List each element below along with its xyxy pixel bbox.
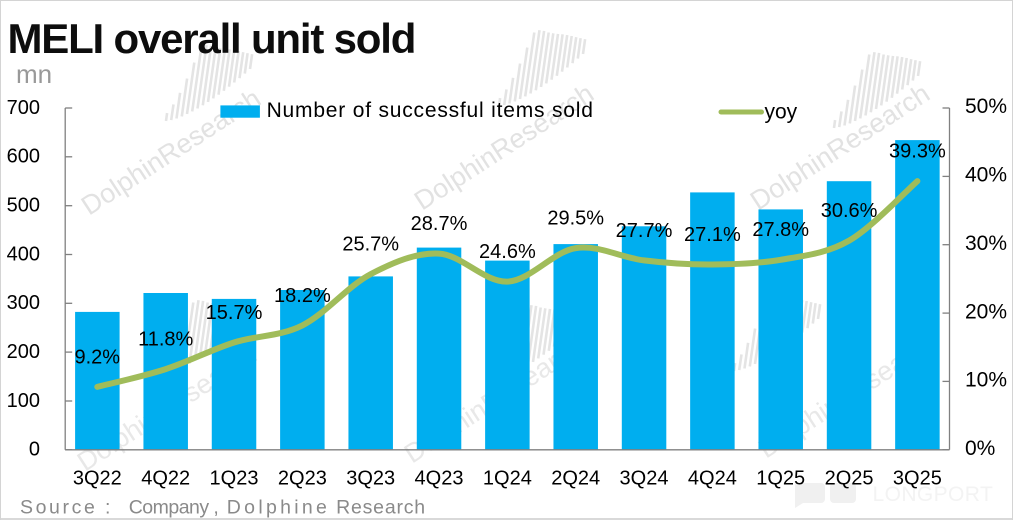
svg-text:Source: Source [20, 497, 97, 519]
svg-text:28.7%: 28.7% [411, 213, 468, 235]
svg-text:27.1%: 27.1% [684, 224, 741, 246]
svg-text:1Q25: 1Q25 [756, 467, 805, 489]
svg-text:3Q22: 3Q22 [73, 467, 122, 489]
svg-text:4Q22: 4Q22 [141, 467, 190, 489]
svg-text:30%: 30% [965, 232, 1007, 255]
svg-text:27.7%: 27.7% [616, 220, 673, 242]
svg-text:300: 300 [7, 292, 40, 314]
svg-text:400: 400 [7, 243, 40, 265]
svg-text:15.7%: 15.7% [206, 302, 263, 324]
svg-text:1Q23: 1Q23 [210, 467, 259, 489]
svg-text:yoy: yoy [765, 100, 798, 123]
svg-text:20%: 20% [965, 300, 1007, 323]
svg-text:DolphinResearch: DolphinResearch [76, 83, 266, 221]
svg-text:3Q24: 3Q24 [620, 467, 669, 489]
svg-text:50%: 50% [965, 95, 1007, 118]
svg-text:,: , [213, 497, 218, 519]
svg-text:Company: Company [129, 497, 210, 519]
svg-text:4Q24: 4Q24 [688, 467, 737, 489]
svg-text:30.6%: 30.6% [821, 200, 878, 222]
svg-text:3Q25: 3Q25 [893, 467, 942, 489]
svg-text:Research: Research [336, 497, 426, 519]
svg-text:11.8%: 11.8% [138, 329, 193, 351]
svg-text:39.3%: 39.3% [889, 141, 946, 163]
svg-text:LONGPORT: LONGPORT [873, 483, 994, 506]
svg-text:Number of successful items sol: Number of successful items sold [267, 99, 594, 122]
svg-text:2Q23: 2Q23 [278, 467, 327, 489]
svg-text:100: 100 [7, 390, 40, 412]
svg-text:2Q25: 2Q25 [825, 467, 874, 489]
svg-text:9.2%: 9.2% [75, 346, 121, 368]
svg-text:600: 600 [7, 146, 40, 168]
svg-text:mn: mn [16, 59, 52, 89]
svg-text:200: 200 [7, 341, 40, 363]
svg-text:2Q24: 2Q24 [551, 467, 600, 489]
svg-text:29.5%: 29.5% [547, 208, 604, 230]
svg-text:27.8%: 27.8% [752, 219, 809, 241]
svg-text:10%: 10% [965, 369, 1007, 392]
svg-text:1Q24: 1Q24 [483, 467, 532, 489]
svg-text:40%: 40% [965, 164, 1007, 187]
svg-text:25.7%: 25.7% [342, 234, 399, 256]
svg-text:500: 500 [7, 195, 40, 217]
svg-text:MELI overall unit sold: MELI overall unit sold [8, 15, 416, 62]
svg-text:18.2%: 18.2% [274, 285, 331, 307]
svg-text:3Q23: 3Q23 [346, 467, 395, 489]
svg-text:0: 0 [29, 439, 40, 461]
svg-text:0%: 0% [965, 437, 995, 460]
svg-text:4Q23: 4Q23 [415, 467, 464, 489]
svg-text:24.6%: 24.6% [479, 241, 536, 263]
svg-text:Dolphine: Dolphine [227, 497, 330, 519]
svg-text::: : [105, 497, 110, 519]
svg-text:700: 700 [7, 97, 40, 119]
